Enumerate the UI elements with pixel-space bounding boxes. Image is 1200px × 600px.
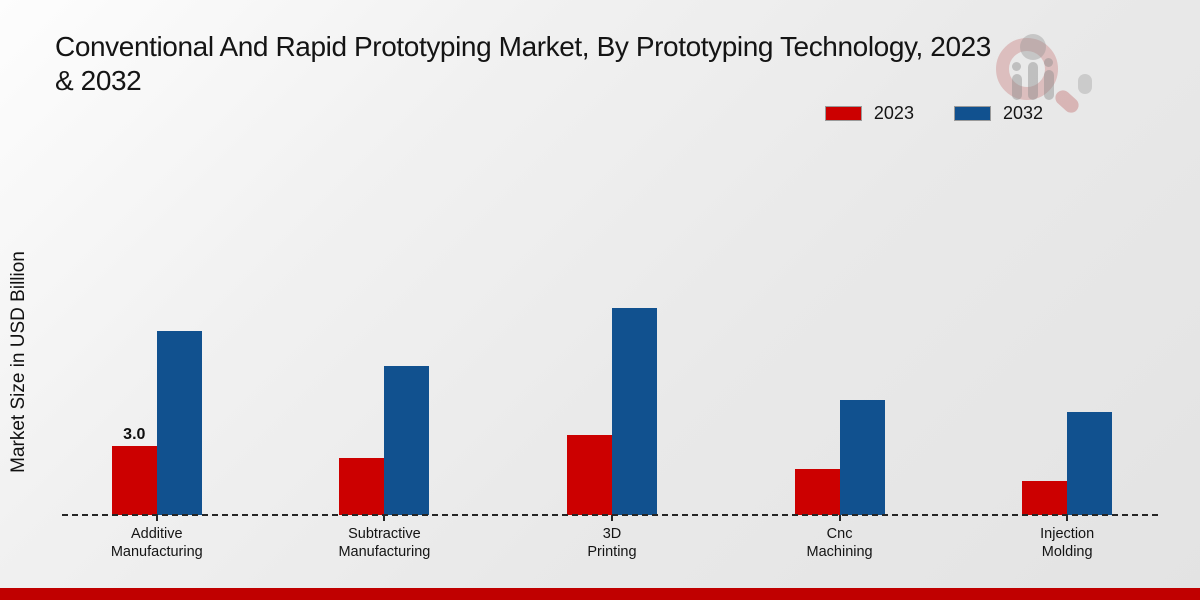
plot-groups: 3.0 Additive Manufacturing Subtractive Manuf… xyxy=(43,280,1181,560)
company-logo-watermark xyxy=(992,34,1102,124)
category-label-line2: Manufacturing xyxy=(338,544,431,561)
category-label-line2: Machining xyxy=(806,544,873,561)
bar-pair xyxy=(566,308,657,515)
bar-pair xyxy=(1022,411,1113,515)
chart-title-line2: & 2032 xyxy=(55,64,142,96)
legend-item-2023: 2023 xyxy=(824,103,914,124)
bar-2023-cnc-machining xyxy=(794,469,840,515)
category-label-line1: 3D xyxy=(602,526,622,542)
bar-pair: 3.0 xyxy=(111,331,202,515)
bar-2032-3d-printing xyxy=(611,308,657,515)
x-axis-line xyxy=(62,514,1158,516)
bar-2032-subtractive-manufacturing xyxy=(384,365,430,515)
bar-2023-3d-printing xyxy=(566,434,612,515)
x-axis-tick xyxy=(838,515,841,521)
x-axis-category-label-cnc-machining: Cnc Machining xyxy=(730,525,950,561)
figure-dot-icon xyxy=(1044,58,1053,67)
x-axis-tick xyxy=(155,515,158,521)
category-group-injection-molding: Injection Molding xyxy=(953,280,1181,560)
figure-dot-icon xyxy=(1012,62,1021,71)
figure-head-icon xyxy=(1020,34,1046,60)
footer-red-strip xyxy=(0,588,1200,600)
category-label-line1: Additive xyxy=(131,526,183,542)
category-group-subtractive-manufacturing: Subtractive Manufacturing xyxy=(271,280,499,560)
bar-value-label: 3.0 xyxy=(123,426,146,443)
chart-title-line1: Conventional And Rapid Prototyping Marke… xyxy=(55,31,991,62)
x-axis-tick xyxy=(383,515,386,521)
plot-area: 3.0 Additive Manufacturing Subtractive Manuf… xyxy=(43,280,1181,560)
bar-2032-cnc-machining xyxy=(839,400,885,515)
legend-label-2023: 2023 xyxy=(873,103,914,123)
category-label-line1: Subtractive xyxy=(348,526,421,542)
magnifier-handle-icon xyxy=(1052,87,1082,116)
legend-label-2032: 2032 xyxy=(1002,103,1043,123)
category-label-line1: Cnc xyxy=(826,526,853,542)
chart-title: Conventional And Rapid Prototyping Marke… xyxy=(55,30,991,97)
x-axis-tick xyxy=(1066,515,1069,521)
figure-bar-icon xyxy=(1012,74,1022,100)
y-axis-label: Market Size in USD Billion xyxy=(8,251,29,473)
bar-2032-injection-molding xyxy=(1067,411,1113,515)
legend-swatch-2023 xyxy=(824,106,862,121)
x-axis-category-label-additive-manufacturing: Additive Manufacturing xyxy=(47,525,267,561)
x-axis-category-label-subtractive-manufacturing: Subtractive Manufacturing xyxy=(274,525,494,561)
bar-2032-additive-manufacturing xyxy=(156,331,202,515)
bar-2023-injection-molding xyxy=(1022,480,1068,515)
category-label-line2: Molding xyxy=(1041,544,1093,561)
x-axis-category-label-injection-molding: Injection Molding xyxy=(957,525,1177,561)
bar-2023-additive-manufacturing: 3.0 xyxy=(111,426,157,515)
category-label-line2: Manufacturing xyxy=(110,544,203,561)
category-group-3d-printing: 3D Printing xyxy=(498,280,726,560)
figure-side-bar-icon xyxy=(1078,74,1092,94)
legend: 2023 2032 xyxy=(824,103,1043,124)
figure-bar-icon xyxy=(1028,62,1038,100)
x-axis-tick xyxy=(610,515,613,521)
bar-pair xyxy=(794,400,885,515)
figure-bar-icon xyxy=(1044,70,1054,100)
category-group-additive-manufacturing: 3.0 Additive Manufacturing xyxy=(43,280,271,560)
legend-swatch-2032 xyxy=(953,106,991,121)
category-group-cnc-machining: Cnc Machining xyxy=(726,280,954,560)
bar-2023-subtractive-manufacturing xyxy=(339,457,385,515)
bar-pair xyxy=(339,365,430,515)
legend-item-2032: 2032 xyxy=(953,103,1043,124)
category-label-line1: Injection xyxy=(1040,526,1095,542)
category-label-line2: Printing xyxy=(587,544,637,561)
x-axis-category-label-3d-printing: 3D Printing xyxy=(502,525,722,561)
